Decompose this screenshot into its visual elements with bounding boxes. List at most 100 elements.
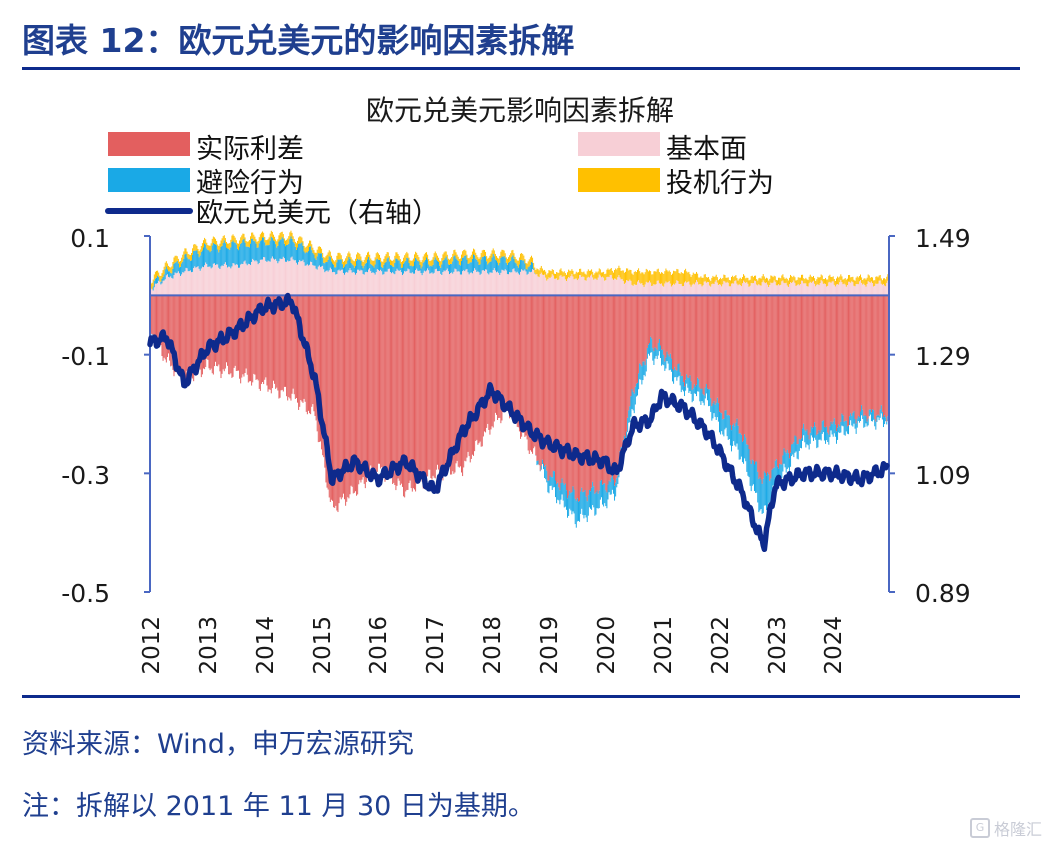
bar-rate-diff-319 [498,295,500,418]
bar-risk-aversion-289 [465,255,467,270]
bar-risk-aversion-163 [327,259,329,272]
bar-speculation-5 [154,271,156,279]
bar-fundamentals-453 [644,284,646,296]
bar-rate-diff-424 [612,295,614,480]
bar-speculation-632 [840,274,842,280]
bar-rate-diff-164 [328,295,330,498]
bar-risk-aversion-620 [827,432,829,443]
bar-risk-aversion-495 [690,381,692,394]
bar-speculation-431 [620,270,622,280]
bar-rate-diff-249 [421,295,423,482]
bar-speculation-584 [787,280,789,287]
bar-risk-aversion-186 [352,265,354,273]
bar-risk-aversion-630 [838,424,840,433]
bar-risk-aversion-152 [315,259,317,269]
bar-speculation-328 [508,257,509,263]
bar-rate-diff-641 [850,295,852,414]
bar-speculation-672 [884,278,886,286]
bar-risk-aversion-392 [577,501,579,521]
bar-risk-aversion-570 [772,468,774,486]
bar-speculation-451 [642,272,644,286]
bar-rate-diff-307 [485,295,487,433]
bar-risk-aversion-571 [773,467,775,487]
bar-fundamentals-171 [336,273,338,296]
bar-fundamentals-637 [845,286,847,296]
bar-speculation-637 [845,279,847,287]
bar-speculation-592 [796,279,798,286]
bar-rate-diff-110 [269,295,271,390]
bar-rate-diff-357 [539,295,541,471]
bar-risk-aversion-327 [506,264,508,275]
bar-rate-diff-181 [347,295,349,498]
bar-speculation-154 [317,246,319,254]
bar-rate-diff-226 [396,295,398,486]
bar-rate-diff-208 [376,295,378,472]
bar-rate-diff-270 [444,295,446,469]
bar-fundamentals-94 [252,258,254,296]
bar-fundamentals-490 [685,281,687,296]
bar-speculation-285 [461,254,462,261]
bar-fundamentals-294 [470,272,472,296]
bar-fundamentals-664 [875,283,877,296]
bar-risk-aversion-84 [241,242,243,264]
bar-rate-diff-432 [621,295,623,447]
bar-speculation-100 [258,237,260,244]
bar-speculation-297 [474,249,476,256]
bar-risk-aversion-128 [289,239,291,261]
bar-risk-aversion-521 [719,411,720,433]
bar-rate-diff-584 [787,295,789,454]
bar-speculation-468 [661,272,663,284]
bar-rate-diff-255 [428,295,430,470]
bar-speculation-343 [524,259,526,264]
bar-risk-aversion-369 [552,470,554,488]
bar-fundamentals-102 [260,259,262,296]
bar-fundamentals-127 [288,261,290,296]
bar-speculation-262 [435,253,437,260]
bar-fundamentals-154 [317,266,319,296]
bar-rate-diff-370 [553,295,555,472]
bar-risk-aversion-115 [275,244,277,259]
bar-fundamentals-660 [870,281,872,296]
bar-fundamentals-342 [523,270,525,296]
bar-risk-aversion-135 [297,247,299,265]
bar-speculation-574 [776,280,778,286]
bar-risk-aversion-144 [306,252,308,265]
bar-fundamentals-137 [299,260,301,296]
bar-speculation-519 [716,277,718,283]
bar-risk-aversion-644 [853,411,855,424]
bar-fundamentals-69 [224,262,226,296]
bar-fundamentals-579 [782,280,784,296]
bar-rate-diff-616 [822,295,824,421]
bar-risk-aversion-196 [363,265,365,275]
bar-risk-aversion-623 [830,421,832,431]
bar-rate-diff-68 [223,295,225,372]
bar-risk-aversion-106 [265,245,267,261]
bar-fundamentals-135 [297,264,299,296]
bar-speculation-420 [608,269,610,278]
bar-rate-diff-160 [324,295,326,468]
bar-fundamentals-303 [480,273,482,296]
bar-rate-diff-519 [716,295,718,398]
bar-rate-diff-557 [758,295,760,479]
bar-risk-aversion-554 [755,461,757,493]
bar-fundamentals-244 [416,268,418,296]
bar-speculation-470 [663,274,665,287]
bar-risk-aversion-351 [533,268,535,270]
bar-speculation-119 [279,233,281,241]
bar-rate-diff-653 [863,295,865,417]
bar-fundamentals-549 [749,285,751,296]
bar-fundamentals-589 [793,280,795,296]
bar-speculation-15 [165,261,167,267]
bar-fundamentals-638 [846,285,848,296]
bar-risk-aversion-364 [547,480,549,493]
bar-speculation-168 [333,260,335,265]
bar-risk-aversion-611 [817,433,819,448]
bar-fundamentals-463 [655,284,657,296]
bar-rate-diff-241 [412,295,414,489]
bar-speculation-180 [346,256,348,264]
bar-rate-diff-14 [164,295,166,360]
bar-rate-diff-316 [494,295,496,413]
bar-risk-aversion-201 [369,260,371,269]
bar-rate-diff-575 [778,295,780,469]
bar-speculation-568 [770,275,772,283]
